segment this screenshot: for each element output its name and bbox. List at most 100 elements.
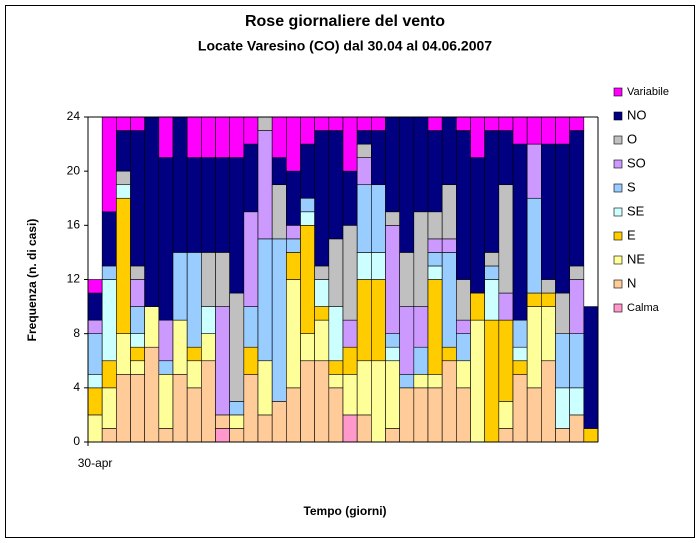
bar-segment bbox=[257, 116, 273, 131]
bar-segment bbox=[130, 265, 145, 280]
bar-segment bbox=[130, 306, 145, 334]
legend-label: E bbox=[627, 227, 636, 242]
bar-segment bbox=[314, 279, 330, 307]
bar-segment bbox=[427, 387, 443, 443]
bar-segment bbox=[441, 238, 457, 253]
bar-segment bbox=[243, 373, 259, 443]
bar-segment bbox=[215, 252, 230, 307]
bar-segment bbox=[498, 401, 514, 429]
bar-segment bbox=[116, 373, 131, 443]
bar-segment bbox=[498, 184, 514, 294]
bar-segment bbox=[342, 116, 358, 172]
y-tick-label: 4 bbox=[73, 380, 80, 394]
bar-segment bbox=[456, 319, 471, 334]
bar-segment bbox=[172, 319, 188, 375]
bar-segment bbox=[314, 306, 330, 321]
bar-segment bbox=[229, 401, 245, 416]
bar-segment bbox=[371, 252, 386, 280]
bar-segment bbox=[116, 197, 131, 334]
bar-segment bbox=[257, 414, 273, 443]
y-axis-label: Frequenza (n. di casi) bbox=[25, 219, 39, 342]
bar-segment bbox=[342, 373, 358, 416]
legend-swatch bbox=[613, 255, 623, 265]
bar-segment bbox=[144, 116, 160, 307]
y-tick-label: 0 bbox=[73, 434, 80, 448]
bar-segment bbox=[257, 130, 273, 240]
bar-segment bbox=[526, 292, 542, 307]
bar-segment bbox=[300, 333, 315, 362]
bar-segment bbox=[371, 279, 386, 362]
bar-segment bbox=[413, 373, 429, 389]
bar-segment bbox=[144, 346, 160, 443]
bar-segment bbox=[201, 333, 216, 362]
bar-segment bbox=[215, 306, 230, 416]
bar-segment bbox=[215, 116, 230, 158]
bar-segment bbox=[526, 387, 542, 443]
bar-segment bbox=[201, 116, 216, 158]
bar-segment bbox=[158, 360, 174, 375]
bar-segment bbox=[399, 252, 415, 307]
legend-swatch bbox=[613, 87, 623, 97]
bar-segment bbox=[87, 279, 103, 294]
bar-segment bbox=[569, 387, 585, 416]
bar-segment bbox=[215, 157, 230, 253]
bar-segment bbox=[286, 225, 301, 240]
bar-segment bbox=[356, 130, 372, 145]
bar-segment bbox=[87, 387, 103, 416]
legend-swatch bbox=[613, 135, 623, 145]
bar-segment bbox=[371, 184, 386, 253]
bar-segment bbox=[441, 184, 457, 240]
bar-segment bbox=[201, 157, 216, 253]
bar-segment bbox=[186, 157, 202, 253]
bar-segment bbox=[356, 414, 372, 443]
bar-segment bbox=[484, 279, 500, 321]
bar-segment bbox=[427, 130, 443, 213]
bar-segment bbox=[356, 360, 372, 416]
bar-segment bbox=[130, 130, 145, 267]
bar-segment bbox=[300, 197, 315, 213]
bar-segment bbox=[385, 360, 400, 429]
bar-segment bbox=[243, 306, 259, 348]
bar-segment bbox=[541, 306, 556, 362]
bar-segment bbox=[158, 319, 174, 362]
legend-swatch bbox=[613, 279, 623, 289]
bar-segment bbox=[101, 265, 117, 280]
bar-segment bbox=[470, 292, 485, 321]
bar-segment bbox=[130, 360, 145, 375]
bar-segment bbox=[271, 238, 287, 402]
bar-segment bbox=[271, 157, 287, 186]
bar-segment bbox=[385, 346, 400, 362]
legend-label: NO bbox=[627, 107, 647, 122]
bar-segment bbox=[144, 306, 160, 348]
bar-segment bbox=[328, 306, 344, 362]
bar-segment bbox=[484, 130, 500, 253]
bar-segment bbox=[356, 157, 372, 186]
bar-segment bbox=[286, 238, 301, 253]
y-tick-label: 12 bbox=[67, 272, 81, 286]
bar-segment bbox=[569, 333, 585, 389]
bar-segment bbox=[427, 373, 443, 389]
bar-segment bbox=[512, 116, 528, 145]
legend-swatch bbox=[613, 303, 623, 313]
bar-segment bbox=[569, 265, 585, 280]
bar-segment bbox=[158, 428, 174, 443]
bar-segment bbox=[427, 279, 443, 375]
bar-segment bbox=[470, 116, 485, 158]
bar-segment bbox=[201, 360, 216, 443]
bar-segment bbox=[87, 319, 103, 334]
bar-segment bbox=[300, 211, 315, 226]
bar-segment bbox=[371, 360, 386, 443]
bar-segment bbox=[371, 130, 386, 186]
bar-segment bbox=[229, 157, 245, 294]
bar-segment bbox=[470, 157, 485, 294]
bar-segment bbox=[441, 360, 457, 443]
bar-segment bbox=[300, 360, 315, 443]
bar-segment bbox=[314, 265, 330, 280]
bar-segment bbox=[229, 414, 245, 429]
bar-segment bbox=[201, 252, 216, 307]
bar-segment bbox=[243, 143, 259, 213]
bar-segment bbox=[512, 373, 528, 443]
bar-segment bbox=[541, 279, 556, 294]
bar-segment bbox=[342, 225, 358, 321]
bar-segment bbox=[512, 319, 528, 348]
